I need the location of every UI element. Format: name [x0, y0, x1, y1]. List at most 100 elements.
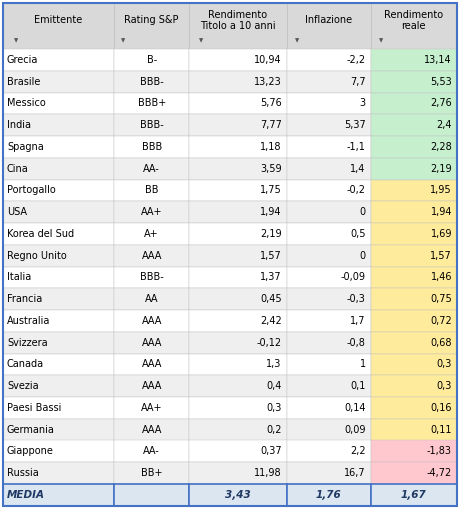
Bar — [114, 310, 189, 332]
Text: AA-: AA- — [143, 446, 160, 457]
Bar — [370, 353, 456, 375]
Bar — [3, 267, 114, 288]
Text: 0,14: 0,14 — [343, 403, 365, 413]
Text: -0,12: -0,12 — [256, 337, 281, 348]
Text: 1,3: 1,3 — [266, 359, 281, 370]
Bar — [3, 93, 114, 114]
Bar — [189, 201, 286, 223]
Text: 0,4: 0,4 — [266, 381, 281, 391]
Text: 0,1: 0,1 — [350, 381, 365, 391]
Text: ▼: ▼ — [121, 38, 125, 43]
Bar — [286, 223, 370, 245]
Bar — [114, 158, 189, 180]
Text: 0,2: 0,2 — [266, 425, 281, 435]
Bar — [370, 49, 456, 71]
Bar — [286, 71, 370, 93]
Bar — [370, 136, 456, 158]
Text: Grecia: Grecia — [7, 55, 38, 65]
Text: Svezia: Svezia — [7, 381, 39, 391]
Bar — [370, 332, 456, 353]
Bar — [114, 201, 189, 223]
Text: AAA: AAA — [141, 425, 162, 435]
Bar — [3, 397, 114, 419]
Bar — [3, 332, 114, 353]
Text: 1,46: 1,46 — [430, 272, 451, 282]
Text: -0,8: -0,8 — [346, 337, 365, 348]
Bar — [3, 375, 114, 397]
Bar — [286, 397, 370, 419]
Text: Svizzera: Svizzera — [7, 337, 48, 348]
Text: 16,7: 16,7 — [343, 468, 365, 478]
Text: 0,75: 0,75 — [429, 294, 451, 304]
Bar — [370, 71, 456, 93]
Text: 3,43: 3,43 — [224, 490, 250, 500]
Text: USA: USA — [7, 207, 27, 217]
Bar — [189, 267, 286, 288]
Text: B-: B- — [146, 55, 157, 65]
Text: BBB-: BBB- — [140, 272, 163, 282]
Text: 13,23: 13,23 — [253, 77, 281, 87]
Text: AA-: AA- — [143, 163, 160, 174]
Bar — [286, 201, 370, 223]
Bar — [3, 223, 114, 245]
Bar — [3, 136, 114, 158]
Text: AAA: AAA — [141, 250, 162, 261]
Bar — [114, 397, 189, 419]
Bar — [370, 462, 456, 484]
Text: BBB+: BBB+ — [137, 98, 165, 108]
Bar — [370, 201, 456, 223]
Text: 3: 3 — [359, 98, 365, 108]
Bar — [114, 353, 189, 375]
Bar — [286, 114, 370, 136]
Text: 1,76: 1,76 — [315, 490, 341, 500]
Text: 2,4: 2,4 — [436, 120, 451, 130]
Bar — [114, 484, 189, 506]
Bar — [370, 180, 456, 201]
Text: 2,19: 2,19 — [259, 229, 281, 239]
Bar — [114, 223, 189, 245]
Text: Paesi Bassi: Paesi Bassi — [7, 403, 61, 413]
Text: BB+: BB+ — [140, 468, 162, 478]
Bar — [370, 223, 456, 245]
Text: -1,1: -1,1 — [346, 142, 365, 152]
Text: -2,2: -2,2 — [346, 55, 365, 65]
Text: 1,37: 1,37 — [259, 272, 281, 282]
Bar — [114, 288, 189, 310]
Text: 0,45: 0,45 — [259, 294, 281, 304]
Bar — [370, 484, 456, 506]
Text: ▼: ▼ — [14, 38, 18, 43]
Text: BBB: BBB — [141, 142, 162, 152]
Text: 0,3: 0,3 — [436, 359, 451, 370]
Bar — [3, 71, 114, 93]
Text: AA: AA — [145, 294, 158, 304]
Bar — [114, 3, 189, 49]
Text: 5,53: 5,53 — [429, 77, 451, 87]
Bar — [114, 93, 189, 114]
Text: Emittente: Emittente — [34, 15, 83, 25]
Bar — [189, 136, 286, 158]
Text: 0,72: 0,72 — [429, 316, 451, 326]
Text: Giappone: Giappone — [7, 446, 54, 457]
Text: India: India — [7, 120, 31, 130]
Bar — [3, 180, 114, 201]
Bar — [286, 419, 370, 440]
Text: 1,18: 1,18 — [260, 142, 281, 152]
Text: Canada: Canada — [7, 359, 44, 370]
Text: Portogallo: Portogallo — [7, 185, 56, 195]
Text: Rating S&P: Rating S&P — [124, 15, 179, 25]
Text: 1,69: 1,69 — [430, 229, 451, 239]
Text: 2,2: 2,2 — [349, 446, 365, 457]
Text: 5,76: 5,76 — [259, 98, 281, 108]
Bar — [3, 353, 114, 375]
Text: ▼: ▼ — [378, 38, 382, 43]
Bar — [189, 375, 286, 397]
Text: 2,28: 2,28 — [429, 142, 451, 152]
Bar — [189, 484, 286, 506]
Bar — [114, 49, 189, 71]
Bar — [370, 288, 456, 310]
Text: AAA: AAA — [141, 316, 162, 326]
Text: 1,95: 1,95 — [430, 185, 451, 195]
Bar — [189, 397, 286, 419]
Text: Rendimento
Titolo a 10 anni: Rendimento Titolo a 10 anni — [200, 10, 275, 31]
Text: AAA: AAA — [141, 381, 162, 391]
